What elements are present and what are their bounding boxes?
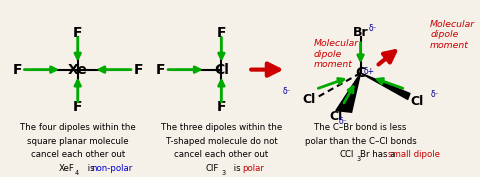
Text: δ⁻: δ⁻ bbox=[431, 90, 439, 99]
Text: F: F bbox=[12, 63, 22, 77]
Polygon shape bbox=[360, 73, 410, 99]
Text: δ⁻: δ⁻ bbox=[282, 87, 291, 96]
Text: C: C bbox=[355, 66, 366, 80]
Text: F: F bbox=[216, 26, 226, 40]
Polygon shape bbox=[336, 73, 360, 112]
Text: δ⁻: δ⁻ bbox=[338, 117, 347, 126]
Text: F: F bbox=[133, 63, 143, 77]
Text: δ⁻: δ⁻ bbox=[369, 24, 377, 33]
Text: Molecular
dipole
moment: Molecular dipole moment bbox=[430, 20, 475, 50]
Text: δ+: δ+ bbox=[364, 67, 375, 76]
Text: cancel each other out: cancel each other out bbox=[174, 150, 268, 159]
Text: Cl: Cl bbox=[410, 95, 423, 108]
Text: square planar molecule: square planar molecule bbox=[27, 137, 129, 146]
Text: 3: 3 bbox=[356, 156, 360, 162]
Text: is: is bbox=[85, 164, 97, 173]
Text: 4: 4 bbox=[74, 170, 78, 176]
Text: F: F bbox=[156, 63, 166, 77]
Text: polar: polar bbox=[242, 164, 264, 173]
Text: cancel each other out: cancel each other out bbox=[31, 150, 125, 159]
Text: 3: 3 bbox=[222, 170, 226, 176]
Text: Br: Br bbox=[353, 26, 368, 39]
Text: T-shaped molecule do not: T-shaped molecule do not bbox=[166, 137, 277, 146]
Text: Cl: Cl bbox=[302, 93, 315, 106]
Text: The C–Br bond is less: The C–Br bond is less bbox=[314, 123, 407, 132]
Text: ClF: ClF bbox=[206, 164, 219, 173]
Text: non-polar: non-polar bbox=[91, 164, 132, 173]
Text: The three dipoles within the: The three dipoles within the bbox=[161, 123, 282, 132]
Text: small dipole: small dipole bbox=[387, 150, 440, 159]
Text: is: is bbox=[231, 164, 243, 173]
Text: The four dipoles within the: The four dipoles within the bbox=[20, 123, 135, 132]
Text: CCl: CCl bbox=[340, 150, 354, 159]
Text: Cl: Cl bbox=[214, 63, 229, 77]
Text: Br has a: Br has a bbox=[360, 150, 398, 159]
Text: Cl: Cl bbox=[329, 110, 343, 123]
Text: XeF: XeF bbox=[59, 164, 74, 173]
Text: polar than the C–Cl bonds: polar than the C–Cl bonds bbox=[305, 137, 417, 146]
Text: Xe: Xe bbox=[68, 63, 88, 77]
Text: F: F bbox=[73, 100, 83, 114]
Text: F: F bbox=[73, 26, 83, 40]
Text: F: F bbox=[216, 100, 226, 114]
Text: Molecular
dipole
moment: Molecular dipole moment bbox=[313, 39, 359, 69]
